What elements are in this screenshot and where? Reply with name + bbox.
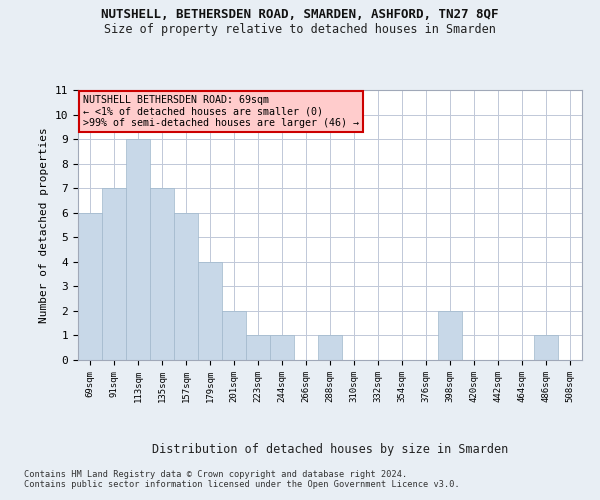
Bar xyxy=(270,336,294,360)
Text: Contains HM Land Registry data © Crown copyright and database right 2024.
Contai: Contains HM Land Registry data © Crown c… xyxy=(24,470,460,490)
Bar xyxy=(534,336,558,360)
Bar xyxy=(222,311,246,360)
Bar xyxy=(150,188,174,360)
Text: Size of property relative to detached houses in Smarden: Size of property relative to detached ho… xyxy=(104,22,496,36)
Bar xyxy=(102,188,126,360)
Bar xyxy=(174,212,198,360)
Bar xyxy=(438,311,462,360)
Text: NUTSHELL BETHERSDEN ROAD: 69sqm
← <1% of detached houses are smaller (0)
>99% of: NUTSHELL BETHERSDEN ROAD: 69sqm ← <1% of… xyxy=(83,95,359,128)
Text: NUTSHELL, BETHERSDEN ROAD, SMARDEN, ASHFORD, TN27 8QF: NUTSHELL, BETHERSDEN ROAD, SMARDEN, ASHF… xyxy=(101,8,499,20)
Bar xyxy=(318,336,342,360)
Text: Distribution of detached houses by size in Smarden: Distribution of detached houses by size … xyxy=(152,442,508,456)
Bar xyxy=(246,336,270,360)
Bar xyxy=(78,212,102,360)
Bar xyxy=(198,262,222,360)
Bar xyxy=(126,139,150,360)
Y-axis label: Number of detached properties: Number of detached properties xyxy=(39,127,49,323)
